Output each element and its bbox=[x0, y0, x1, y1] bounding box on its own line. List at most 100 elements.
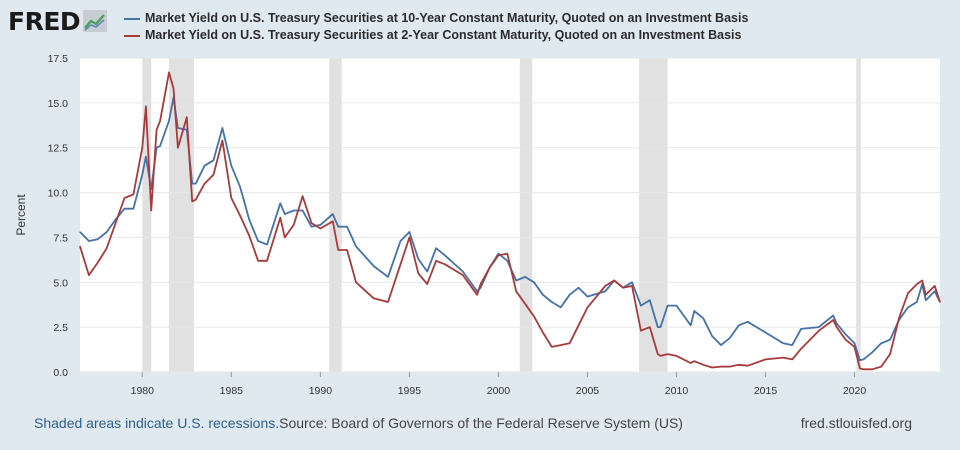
point-10y-48 bbox=[497, 253, 499, 255]
fred-logo[interactable]: FRED bbox=[8, 6, 108, 36]
y-axis-title: Percent bbox=[14, 194, 28, 236]
point-2y-78 bbox=[782, 357, 784, 359]
point-2y-54 bbox=[551, 346, 553, 348]
point-10y-27 bbox=[284, 213, 286, 215]
point-10y-0 bbox=[79, 231, 81, 233]
point-10y-65 bbox=[657, 326, 659, 328]
point-2y-24 bbox=[257, 260, 259, 262]
point-2y-45 bbox=[476, 294, 478, 296]
point-2y-34 bbox=[346, 249, 348, 251]
point-10y-75 bbox=[738, 324, 740, 326]
recession-band-4 bbox=[639, 58, 668, 372]
source-text: Source: Board of Governors of the Federa… bbox=[279, 415, 683, 431]
point-2y-42 bbox=[435, 260, 437, 262]
point-2y-71 bbox=[702, 364, 704, 366]
y-axis-ticks: 0.0 2.5 5.0 7.5 10.0 12.5 15.0 17.5 bbox=[48, 53, 69, 379]
fred-logo-text: FRED bbox=[8, 6, 81, 36]
legend-item-2y[interactable]: Market Yield on U.S. Treasury Securities… bbox=[124, 27, 748, 44]
recession-band-3 bbox=[519, 58, 533, 372]
point-2y-6 bbox=[132, 193, 134, 195]
point-2y-9 bbox=[150, 209, 152, 212]
point-2y-0 bbox=[79, 245, 81, 247]
point-2y-76 bbox=[747, 365, 749, 367]
x-tick-label: 2010 bbox=[665, 385, 689, 397]
point-10y-90 bbox=[889, 339, 891, 341]
point-10y-54 bbox=[551, 301, 553, 303]
point-10y-73 bbox=[720, 344, 722, 346]
point-2y-50 bbox=[515, 290, 517, 292]
point-10y-89 bbox=[880, 342, 882, 344]
point-2y-48 bbox=[497, 254, 499, 256]
point-2y-28 bbox=[293, 224, 295, 226]
point-10y-36 bbox=[373, 265, 375, 267]
point-2y-37 bbox=[387, 301, 389, 303]
x-tick-label: 2000 bbox=[487, 385, 511, 397]
point-10y-77 bbox=[764, 331, 767, 334]
point-10y-23 bbox=[248, 218, 250, 221]
point-2y-56 bbox=[569, 342, 571, 344]
point-10y-81 bbox=[818, 326, 820, 328]
point-2y-57 bbox=[578, 324, 580, 326]
point-2y-75 bbox=[738, 364, 740, 366]
x-tick-label: 2015 bbox=[754, 385, 778, 397]
point-2y-25 bbox=[266, 260, 268, 262]
point-10y-17 bbox=[195, 183, 197, 185]
point-2y-52 bbox=[533, 315, 535, 317]
point-2y-72 bbox=[711, 366, 713, 369]
x-tick-label: 2005 bbox=[576, 385, 600, 397]
point-2y-83 bbox=[836, 326, 838, 328]
point-2y-46 bbox=[480, 283, 482, 285]
point-2y-64 bbox=[649, 326, 651, 328]
point-10y-56 bbox=[569, 294, 571, 296]
y-tick-label: 2.5 bbox=[53, 322, 68, 334]
point-2y-62 bbox=[631, 285, 633, 287]
point-2y-21 bbox=[230, 197, 232, 199]
point-2y-67 bbox=[667, 353, 669, 355]
point-10y-63 bbox=[640, 305, 642, 307]
point-10y-62 bbox=[631, 281, 633, 283]
point-2y-2 bbox=[97, 261, 99, 264]
legend-item-10y[interactable]: Market Yield on U.S. Treasury Securities… bbox=[124, 10, 748, 27]
point-2y-96 bbox=[934, 285, 936, 287]
point-2y-30 bbox=[310, 222, 313, 224]
point-2y-69 bbox=[690, 362, 692, 364]
point-10y-8 bbox=[145, 156, 147, 158]
point-10y-38 bbox=[399, 240, 402, 242]
point-2y-43 bbox=[444, 263, 446, 265]
point-2y-68 bbox=[675, 355, 678, 357]
chart-legend: Market Yield on U.S. Treasury Securities… bbox=[124, 10, 748, 44]
point-2y-63 bbox=[640, 330, 642, 332]
point-2y-41 bbox=[426, 283, 428, 285]
point-2y-40 bbox=[417, 272, 419, 274]
point-2y-1 bbox=[88, 274, 90, 276]
point-2y-90 bbox=[889, 353, 891, 355]
source-url-link[interactable]: fred.stlouisfed.org bbox=[800, 415, 912, 431]
point-2y-8 bbox=[145, 105, 147, 107]
x-tick-label: 2020 bbox=[843, 385, 867, 397]
point-10y-68 bbox=[675, 305, 678, 307]
point-2y-3 bbox=[106, 247, 108, 249]
x-axis-ticks: 1980 1985 1990 1995 2000 2005 2010 2015 2020 bbox=[131, 372, 867, 397]
point-10y-55 bbox=[560, 306, 562, 308]
point-10y-58 bbox=[586, 296, 589, 298]
point-2y-92 bbox=[907, 292, 909, 294]
point-2y-27 bbox=[284, 236, 286, 238]
legend-swatch-10y bbox=[124, 17, 140, 20]
point-10y-49 bbox=[506, 260, 508, 262]
point-2y-18 bbox=[204, 183, 206, 185]
plot-area bbox=[80, 58, 940, 372]
point-10y-12 bbox=[168, 120, 170, 122]
point-2y-95 bbox=[925, 294, 927, 296]
yield-line-chart[interactable]: 0.0 2.5 5.0 7.5 10.0 12.5 15.0 17.5 1980 1985 199… bbox=[0, 0, 960, 410]
point-10y-71 bbox=[702, 317, 704, 319]
point-2y-84 bbox=[845, 339, 847, 341]
point-2y-49 bbox=[506, 253, 508, 255]
x-tick-label: 1990 bbox=[309, 385, 333, 397]
point-10y-92 bbox=[907, 306, 909, 308]
point-10y-74 bbox=[729, 337, 731, 339]
point-2y-32 bbox=[332, 220, 334, 222]
point-2y-22 bbox=[239, 215, 241, 217]
point-10y-57 bbox=[578, 287, 580, 289]
legend-label-10y: Market Yield on U.S. Treasury Securities… bbox=[145, 11, 749, 25]
point-10y-83 bbox=[836, 323, 838, 325]
